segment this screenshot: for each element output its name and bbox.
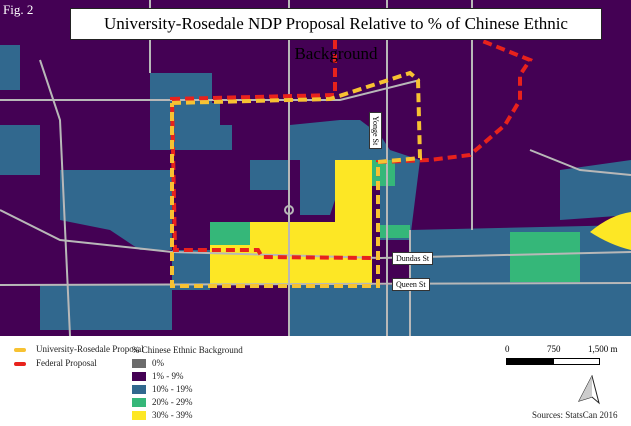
federal-proposal-boundary[interactable] [169, 38, 534, 261]
legend-item: 30% - 39% [132, 409, 243, 422]
swatch-icon [132, 385, 146, 395]
proposal-legend: University-Rosedale Proposal Federal Pro… [14, 344, 144, 368]
choropleth-legend: % Chinese Ethnic Background 0% 1% - 9% 1… [132, 344, 243, 422]
legend-item: 0% [132, 357, 243, 370]
legend-item: University-Rosedale Proposal [14, 344, 144, 354]
map[interactable] [0, 0, 631, 336]
legend-item: 10% - 19% [132, 383, 243, 396]
swatch-icon [132, 398, 146, 408]
north-arrow-icon [578, 375, 600, 405]
scale-tick: 750 [547, 344, 561, 354]
station-marker [284, 205, 294, 215]
street-label-yonge: Yonge St [369, 112, 382, 150]
figure-label: Fig. 2 [3, 2, 34, 17]
legend-item: 1% - 9% [132, 370, 243, 383]
legend-label: University-Rosedale Proposal [36, 344, 144, 354]
map-title: University-Rosedale NDP Proposal Relativ… [70, 8, 602, 63]
swatch-icon [132, 411, 146, 421]
legend-item: 20% - 29% [132, 396, 243, 409]
legend-label: 1% - 9% [152, 371, 184, 381]
yellow-line-icon [14, 347, 26, 352]
choropleth-20-29 [210, 160, 580, 282]
swatch-icon [132, 359, 146, 369]
legend-label: 30% - 39% [152, 410, 193, 420]
legend-label: Federal Proposal [36, 358, 97, 368]
street-label-dundas: Dundas St [392, 252, 434, 265]
university-rosedale-proposal-boundary[interactable] [170, 70, 423, 288]
scale-tick: 1,500 m [588, 344, 618, 354]
legend-label: 0% [152, 358, 164, 368]
scale-tick: 0 [505, 344, 510, 354]
source-credit: Sources: StatsCan 2016 [532, 410, 618, 420]
legend-title: % Chinese Ethnic Background [132, 345, 243, 355]
swatch-icon [132, 372, 146, 382]
legend-label: 10% - 19% [152, 384, 193, 394]
red-line-icon [14, 361, 26, 366]
legend-item: Federal Proposal [14, 358, 144, 368]
legend-label: 20% - 29% [152, 397, 193, 407]
street-label-queen: Queen St [392, 278, 430, 291]
